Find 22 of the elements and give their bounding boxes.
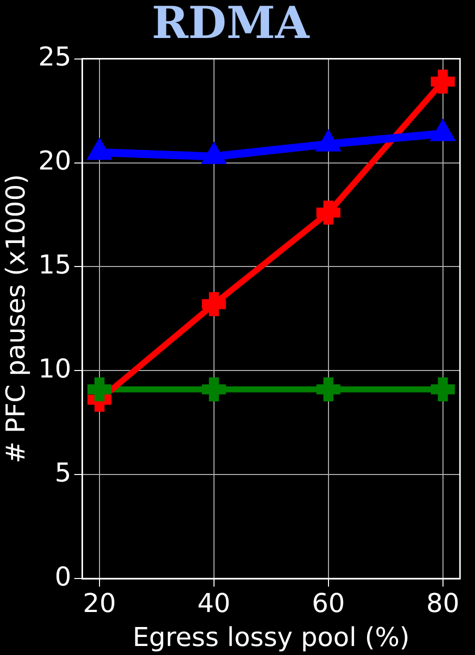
x-tick-label: 40	[197, 588, 230, 619]
point	[87, 377, 112, 402]
y-tick-label: 25	[38, 42, 72, 73]
chart-title: RDMA	[152, 0, 310, 49]
y-axis-title: # PFC pauses (x1000)	[1, 174, 32, 464]
y-tick-label: 5	[54, 458, 72, 488]
x-tick-label: 20	[82, 588, 116, 619]
x-tick-label: 60	[312, 588, 345, 619]
point	[316, 130, 341, 152]
point	[430, 119, 456, 142]
point	[201, 142, 227, 164]
point	[202, 377, 226, 402]
point	[316, 377, 340, 402]
point	[430, 377, 455, 402]
y-tick-label: 0	[54, 562, 72, 592]
x-axis-title: Egress lossy pool (%)	[132, 623, 410, 654]
point	[86, 138, 112, 160]
y-tick-label: 10	[38, 354, 72, 384]
y-tick-label: 15	[38, 250, 72, 280]
point	[202, 292, 226, 316]
y-tick-label: 20	[38, 146, 72, 177]
x-tick-label: 80	[426, 588, 460, 619]
